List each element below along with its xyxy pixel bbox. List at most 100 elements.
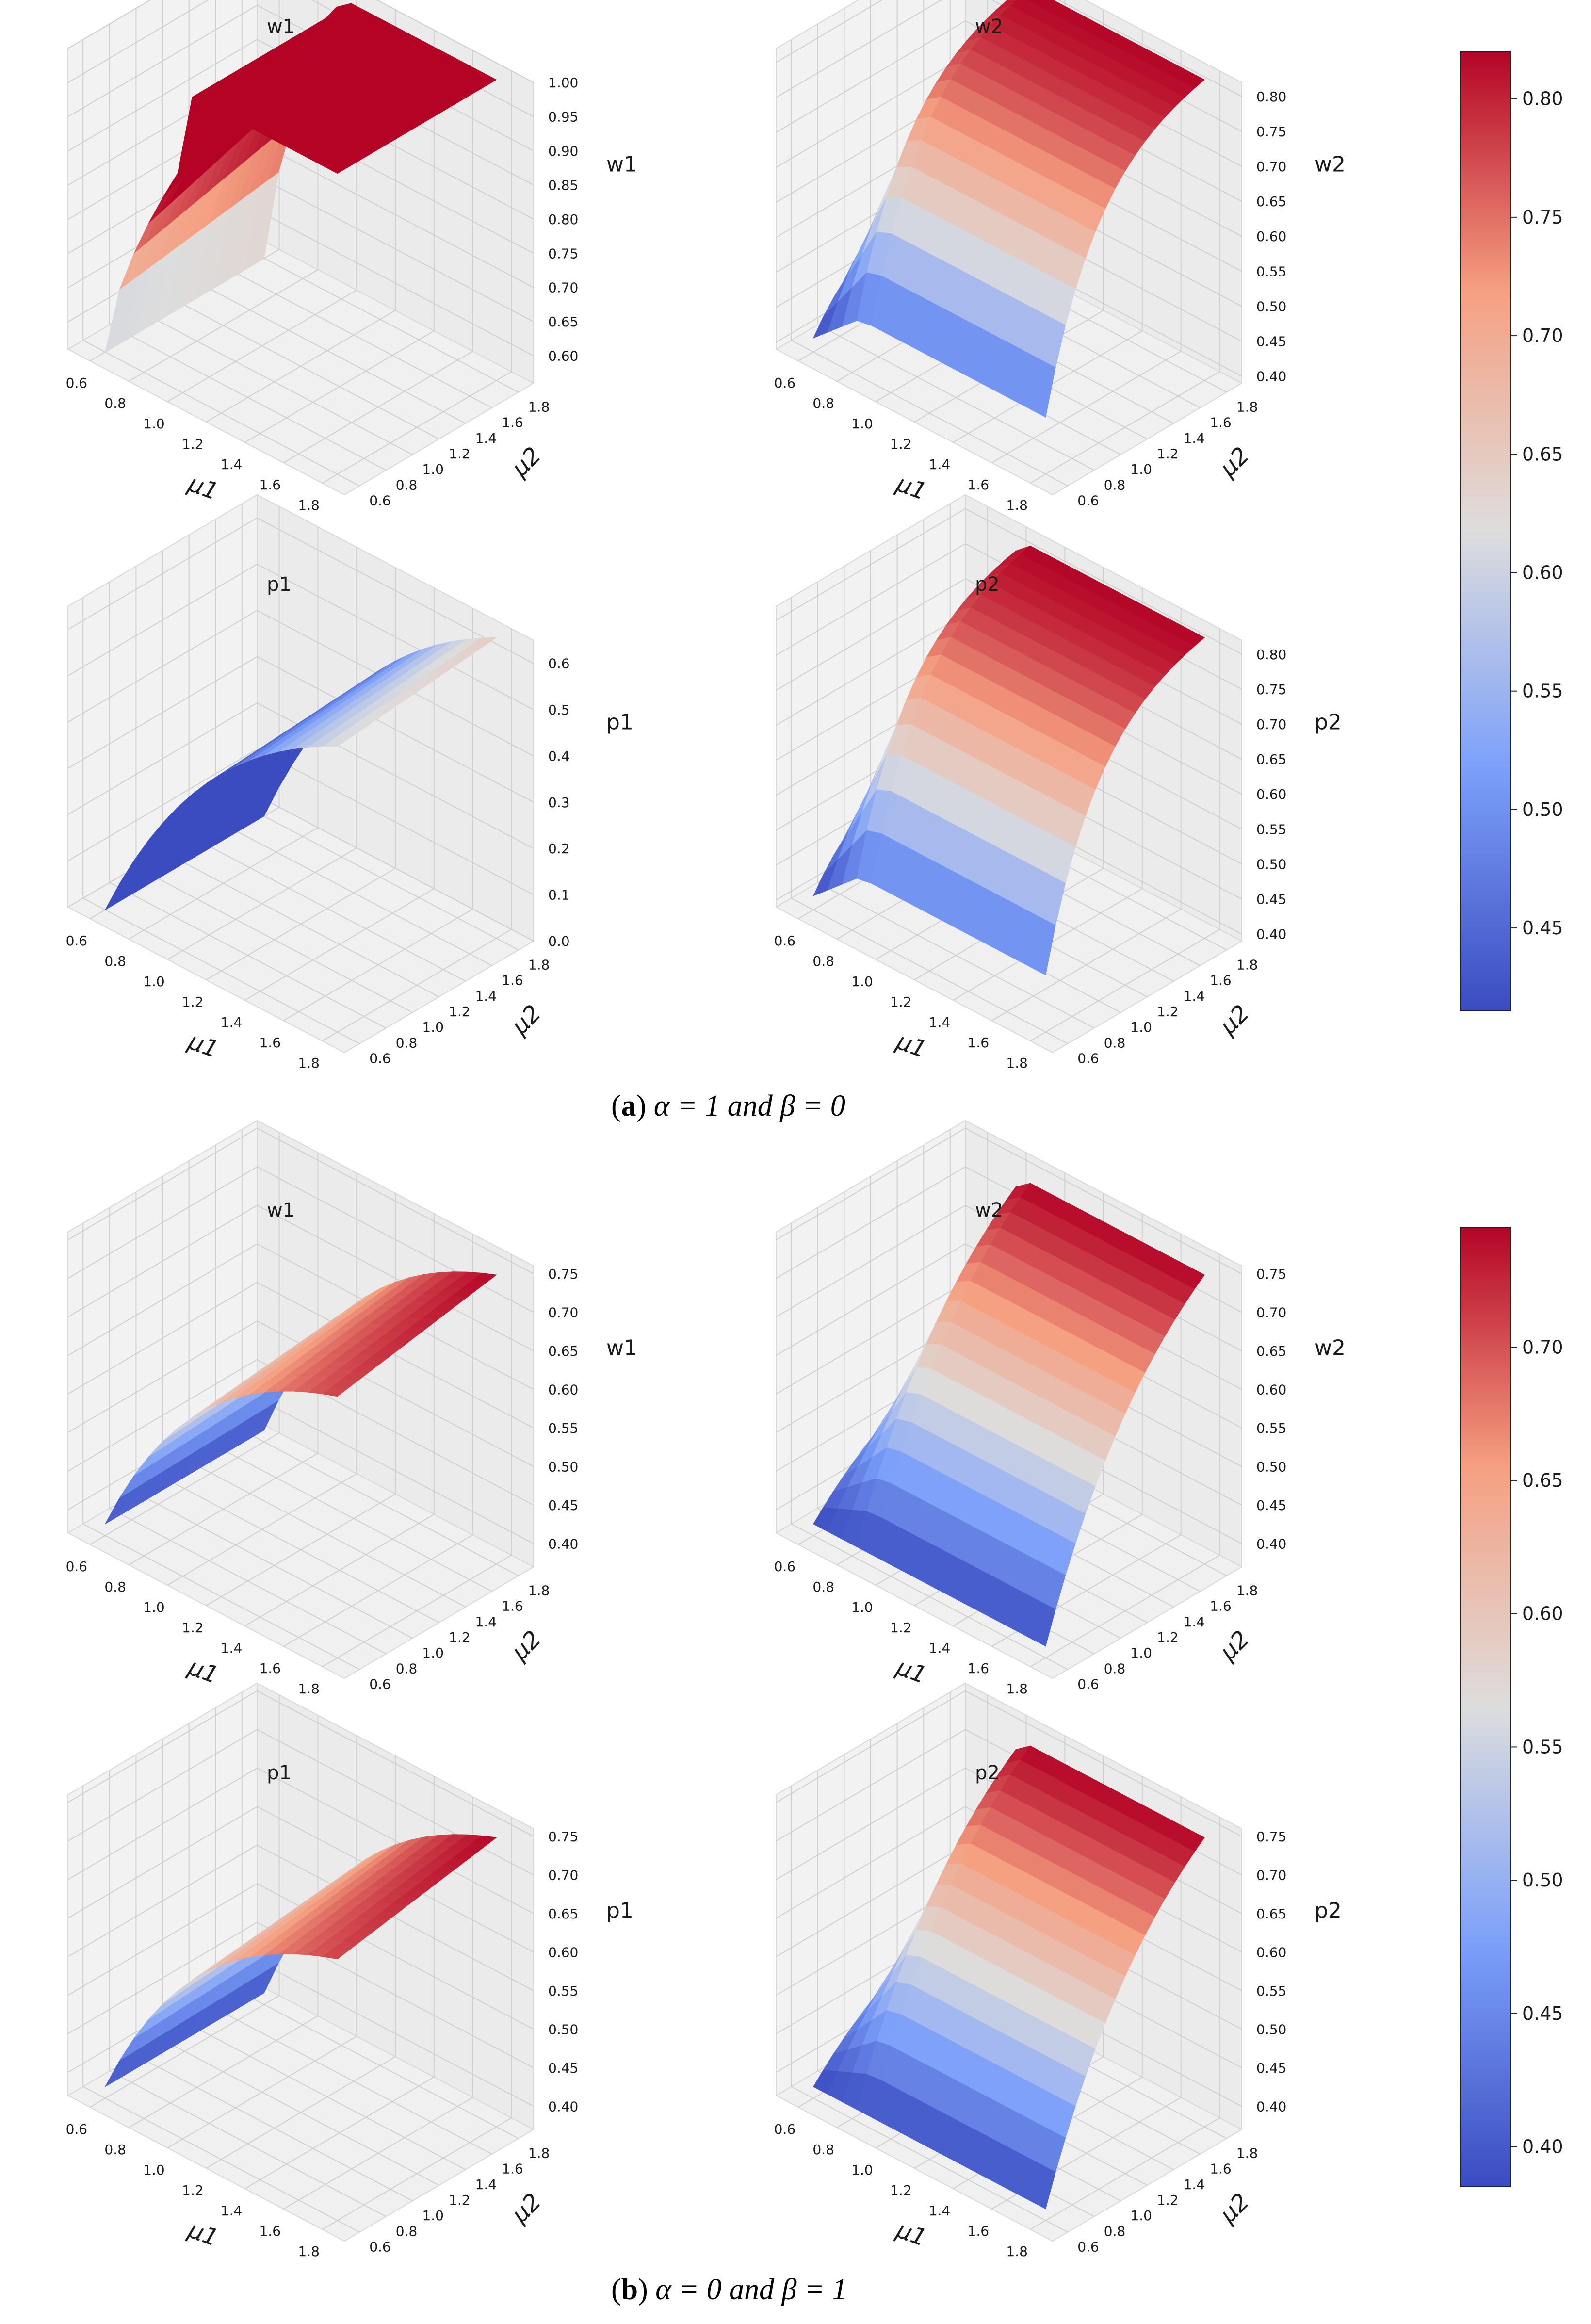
- xtick-label: 1.0: [143, 416, 165, 432]
- z-axis-label: w2: [1315, 1336, 1346, 1361]
- ytick-label: 1.4: [1184, 988, 1205, 1004]
- ytick-label: 0.8: [396, 1660, 418, 1676]
- ytick-label: 1.2: [449, 1629, 471, 1645]
- xtick-label: 1.2: [890, 436, 912, 452]
- ztick-label: 0.65: [548, 1906, 578, 1922]
- colorbar-tick-label: 0.40: [1522, 2136, 1563, 2158]
- ytick-label: 1.4: [475, 2177, 497, 2193]
- x-axis-label: μ1: [893, 2216, 930, 2252]
- ytick-label: 0.8: [1104, 2223, 1126, 2239]
- surface-cell: [322, 1949, 348, 1960]
- xtick-label: 1.2: [182, 994, 204, 1010]
- ztick-label: 0.85: [548, 177, 578, 193]
- xtick-label: 1.2: [182, 2182, 204, 2198]
- xtick-label: 0.8: [812, 1579, 834, 1595]
- ztick-label: 0.80: [548, 211, 578, 228]
- xtick-label: 0.8: [812, 395, 834, 411]
- colorbar-gradient: [1460, 51, 1511, 1011]
- ytick-label: 0.6: [1077, 1676, 1099, 1692]
- ztick-label: 0.2: [548, 841, 570, 857]
- surface: [812, 0, 1205, 418]
- ytick-label: 0.8: [396, 2223, 418, 2239]
- ztick-label: 0.70: [1256, 716, 1286, 732]
- ytick-label: 0.6: [369, 1676, 391, 1692]
- xtick-label: 0.6: [66, 933, 88, 949]
- colorbar-tick-label: 0.45: [1522, 917, 1563, 939]
- ytick-label: 1.8: [1236, 957, 1258, 973]
- xtick-label: 1.8: [1006, 1681, 1028, 1697]
- caption-a-letter: a: [621, 1089, 636, 1122]
- ytick-label: 0.6: [1077, 2239, 1099, 2255]
- ytick-label: 0.6: [1077, 493, 1099, 509]
- colorbar-b: 0.40 0.45 0.50 0.55 0.60 0.65 0.70: [1460, 1227, 1563, 2187]
- ytick-label: 0.8: [1104, 1035, 1126, 1051]
- xtick-label: 1.2: [182, 1620, 204, 1636]
- ytick-label: 1.0: [1130, 1645, 1152, 1661]
- ztick-label: 0.40: [1256, 2098, 1286, 2114]
- xtick-label: 0.6: [774, 1559, 796, 1575]
- ztick-label: 0.70: [1256, 1304, 1286, 1320]
- xtick-label: 1.2: [890, 1620, 912, 1636]
- xtick-label: 0.8: [104, 395, 126, 411]
- ztick-label: 0.50: [1256, 856, 1286, 872]
- ytick-label: 1.0: [422, 2208, 444, 2224]
- plot-a-p1: 0.60.81.01.21.41.61.8 0.60.81.01.21.41.61…: [66, 494, 633, 1071]
- ztick-label: 0.65: [548, 1343, 578, 1359]
- ytick-label: 1.6: [502, 2161, 523, 2177]
- ztick-label: 0.65: [1256, 1343, 1286, 1359]
- surface-cell: [1031, 2164, 1056, 2210]
- ztick-label: 0.60: [1256, 1381, 1286, 1398]
- xtick-label: 1.4: [929, 456, 951, 472]
- ytick-label: 1.8: [1236, 2145, 1258, 2161]
- colorbar-a: 0.45 0.50 0.55 0.60 0.65 0.70 0.75 0.80: [1460, 51, 1563, 1011]
- ytick-label: 0.6: [369, 493, 391, 509]
- surface-cell: [322, 739, 348, 747]
- ytick-label: 1.2: [449, 1004, 471, 1020]
- xtick-label: 1.0: [851, 2162, 873, 2178]
- y-axis-label: μ2: [1214, 1000, 1254, 1040]
- colorbar-tick-label: 0.45: [1522, 2003, 1563, 2024]
- xtick-label: 1.6: [260, 1660, 281, 1676]
- ytick-label: 0.8: [396, 477, 418, 493]
- xtick-label: 1.4: [221, 2203, 243, 2219]
- ztick-label: 0.50: [548, 1459, 578, 1475]
- xtick-label: 1.0: [851, 1599, 873, 1615]
- ztick-label: 0.55: [548, 1983, 578, 1999]
- ztick-label: 0.70: [1256, 159, 1286, 175]
- plot-a-p2: 0.60.81.01.21.41.61.8 0.60.81.01.21.41.61…: [774, 494, 1342, 1071]
- tick-labels: 0.60.81.01.21.41.61.8 0.60.81.01.21.41.61…: [774, 89, 1287, 513]
- ytick-label: 0.8: [1104, 1660, 1126, 1676]
- xtick-label: 1.0: [851, 974, 873, 990]
- xtick-label: 0.6: [66, 375, 88, 391]
- ytick-label: 1.4: [475, 430, 497, 446]
- plot-b-w2: 0.60.81.01.21.41.61.8 0.60.81.01.21.41.61…: [774, 1120, 1346, 1697]
- ztick-label: 0.65: [1256, 1906, 1286, 1922]
- z-axis-label: w1: [606, 152, 637, 177]
- xtick-label: 0.8: [104, 1579, 126, 1595]
- z-axis-label: p2: [1315, 1899, 1342, 1923]
- xtick-label: 0.8: [104, 953, 126, 969]
- ztick-label: 0.55: [548, 1420, 578, 1436]
- ytick-label: 1.8: [528, 2145, 550, 2161]
- plot-title: w1: [267, 1199, 295, 1221]
- xtick-label: 1.8: [298, 497, 320, 513]
- xtick-label: 1.0: [143, 974, 165, 990]
- ztick-label: 0.45: [1256, 891, 1286, 907]
- ztick-label: 0.3: [548, 795, 570, 811]
- ztick-label: 0.65: [1256, 194, 1286, 210]
- z-axis-label: p1: [606, 1899, 633, 1923]
- xtick-label: 1.2: [890, 994, 912, 1010]
- xtick-label: 1.6: [260, 477, 281, 493]
- xtick-label: 1.4: [221, 1640, 243, 1656]
- ytick-label: 1.6: [1210, 1598, 1232, 1614]
- y-axis-label: μ2: [1214, 2188, 1254, 2228]
- z-axis-label: w1: [606, 1336, 637, 1361]
- ytick-label: 1.6: [502, 1598, 523, 1614]
- ztick-label: 0.50: [1256, 1459, 1286, 1475]
- caption-b: (b) α = 0 and β = 1: [611, 2273, 847, 2306]
- ztick-label: 0.40: [548, 2098, 578, 2114]
- ztick-label: 0.60: [1256, 1944, 1286, 1960]
- z-axis-label: p2: [1315, 710, 1342, 735]
- ztick-label: 0.90: [548, 143, 578, 159]
- xtick-label: 1.6: [968, 477, 990, 493]
